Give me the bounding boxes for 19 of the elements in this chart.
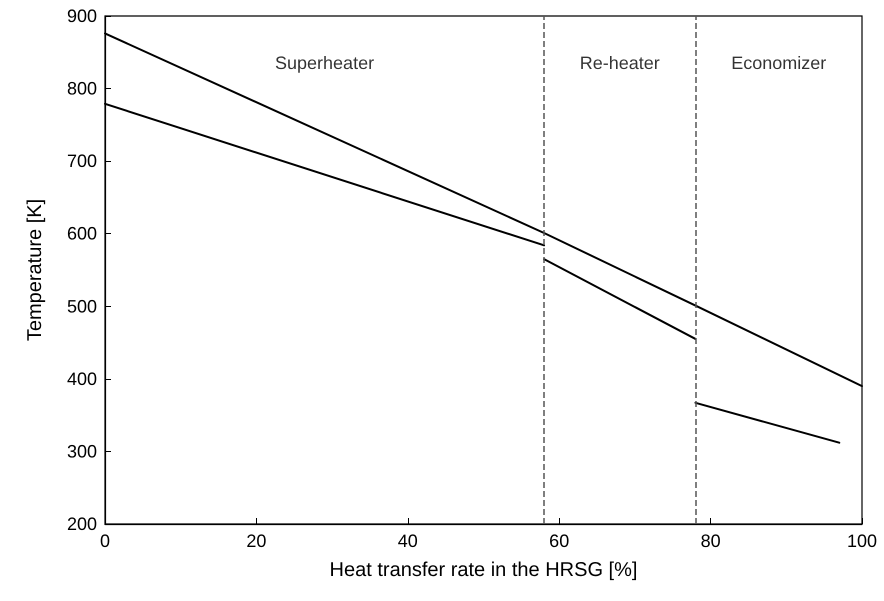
x-tick-label: 0 (100, 531, 110, 551)
x-axis-title: Heat transfer rate in the HRSG [%] (330, 559, 638, 581)
x-tick-label: 60 (549, 531, 570, 551)
y-tick-label: 900 (66, 6, 97, 26)
y-tick-label: 200 (66, 514, 97, 534)
y-tick-label: 500 (66, 296, 97, 316)
annotation: Economizer (731, 53, 826, 74)
y-tick-label: 700 (66, 151, 97, 172)
y-tick-label: 600 (66, 224, 97, 244)
y-axis-title: Temperature [K] (24, 198, 46, 342)
x-tick-label: 80 (700, 531, 721, 551)
y-tick-label: 400 (66, 368, 97, 389)
x-tick-label: 40 (398, 531, 418, 551)
x-tick-label: 20 (246, 531, 266, 551)
y-tick-label: 800 (66, 78, 97, 99)
annotation: Re-heater (580, 53, 660, 74)
x-tick-label: 100 (846, 531, 878, 551)
annotation: Superheater (274, 53, 374, 74)
y-tick-label: 300 (66, 441, 97, 462)
